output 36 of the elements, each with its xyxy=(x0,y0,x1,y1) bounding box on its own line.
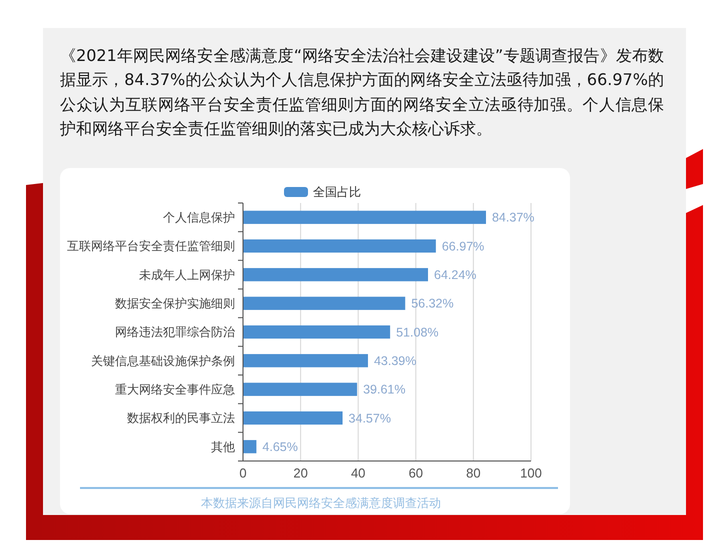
bar xyxy=(243,296,406,310)
bar xyxy=(243,382,358,396)
chart-subtitle: 《2021年网民网络安全感满意度“网络安全法治社会建设建设”专题调查报告》发布数据显示，84.37%的公众认为个人信息保护方面的网络安全立法亟待加强，66.97%的公众认为互联网络平台安全责任监管细则方面的网络安全立法亟待加强。个人信息保护和网络平台安全责任监管细则的落实已成为大众核心诉求。 xyxy=(60,45,664,140)
legend-label: 全国占比 xyxy=(313,185,361,200)
x-tick-label: 40 xyxy=(350,466,366,481)
y-tick-label: 数据安全保护实施细则 xyxy=(115,296,235,311)
data-label: 34.57% xyxy=(348,411,391,426)
bar xyxy=(243,411,343,425)
data-label: 51.08% xyxy=(396,325,439,340)
x-tick-label: 20 xyxy=(293,466,308,481)
x-tick-label: 100 xyxy=(520,466,542,481)
bar xyxy=(243,239,436,253)
bar xyxy=(243,440,256,454)
bar xyxy=(243,325,390,339)
y-tick-label: 其他 xyxy=(211,440,235,454)
y-tick-label: 网络违法犯罪综合防治 xyxy=(115,325,235,340)
data-label: 43.39% xyxy=(374,354,416,368)
bar xyxy=(243,354,368,368)
bar xyxy=(243,268,428,282)
data-label: 64.24% xyxy=(434,268,476,282)
data-label: 84.37% xyxy=(492,210,534,225)
x-tick-label: 0 xyxy=(239,466,247,481)
y-tick-label: 数据权利的民事立法 xyxy=(127,411,235,426)
data-label: 66.97% xyxy=(442,239,484,254)
x-tick-label: 80 xyxy=(466,466,481,481)
y-tick-label: 未成年人上网保护 xyxy=(139,268,235,282)
x-tick-label: 60 xyxy=(408,466,424,481)
data-label: 39.61% xyxy=(363,382,406,397)
y-tick-label: 重大网络安全事件应急 xyxy=(115,382,235,397)
y-tick-label: 关键信息基础设施保护条例 xyxy=(91,354,235,368)
bar xyxy=(243,210,486,224)
data-label: 4.65% xyxy=(262,440,298,454)
text: 本数据来源自网民网络安全感满意度调查活动 xyxy=(201,496,441,510)
data-label: 56.32% xyxy=(411,296,454,311)
y-tick-label: 个人信息保护 xyxy=(163,210,235,225)
y-tick-label: 互联网络平台安全责任监管细则 xyxy=(67,239,235,254)
